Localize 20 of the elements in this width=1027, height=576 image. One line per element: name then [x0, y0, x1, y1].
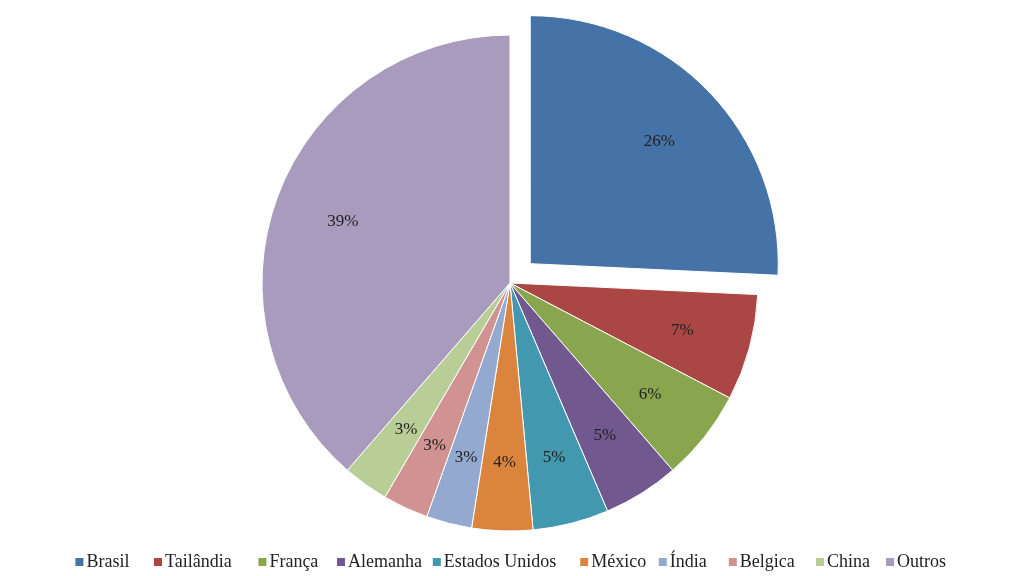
- data-label: 26%: [643, 130, 676, 150]
- data-label: 5%: [542, 446, 566, 466]
- legend-label: China: [827, 551, 871, 572]
- data-label: 39%: [327, 210, 359, 230]
- legend-label: Estados Unidos: [443, 551, 557, 572]
- data-label: 6%: [638, 384, 662, 404]
- legend-label: Brasil: [86, 551, 130, 572]
- legend-label: Tailândia: [165, 551, 232, 572]
- legend-label: Outros: [897, 551, 946, 572]
- legend-label: México: [591, 551, 647, 572]
- data-label: 3%: [394, 418, 418, 438]
- legend-label: Belgica: [739, 551, 795, 572]
- legend-label: Alemanha: [348, 551, 422, 572]
- legend-label: França: [269, 551, 319, 572]
- data-label: 4%: [493, 451, 516, 471]
- legend-label: Índia: [669, 550, 707, 572]
- data-label: 3%: [423, 435, 447, 455]
- data-label: 3%: [454, 446, 478, 466]
- data-label: 7%: [671, 320, 694, 340]
- data-label: 5%: [593, 424, 617, 444]
